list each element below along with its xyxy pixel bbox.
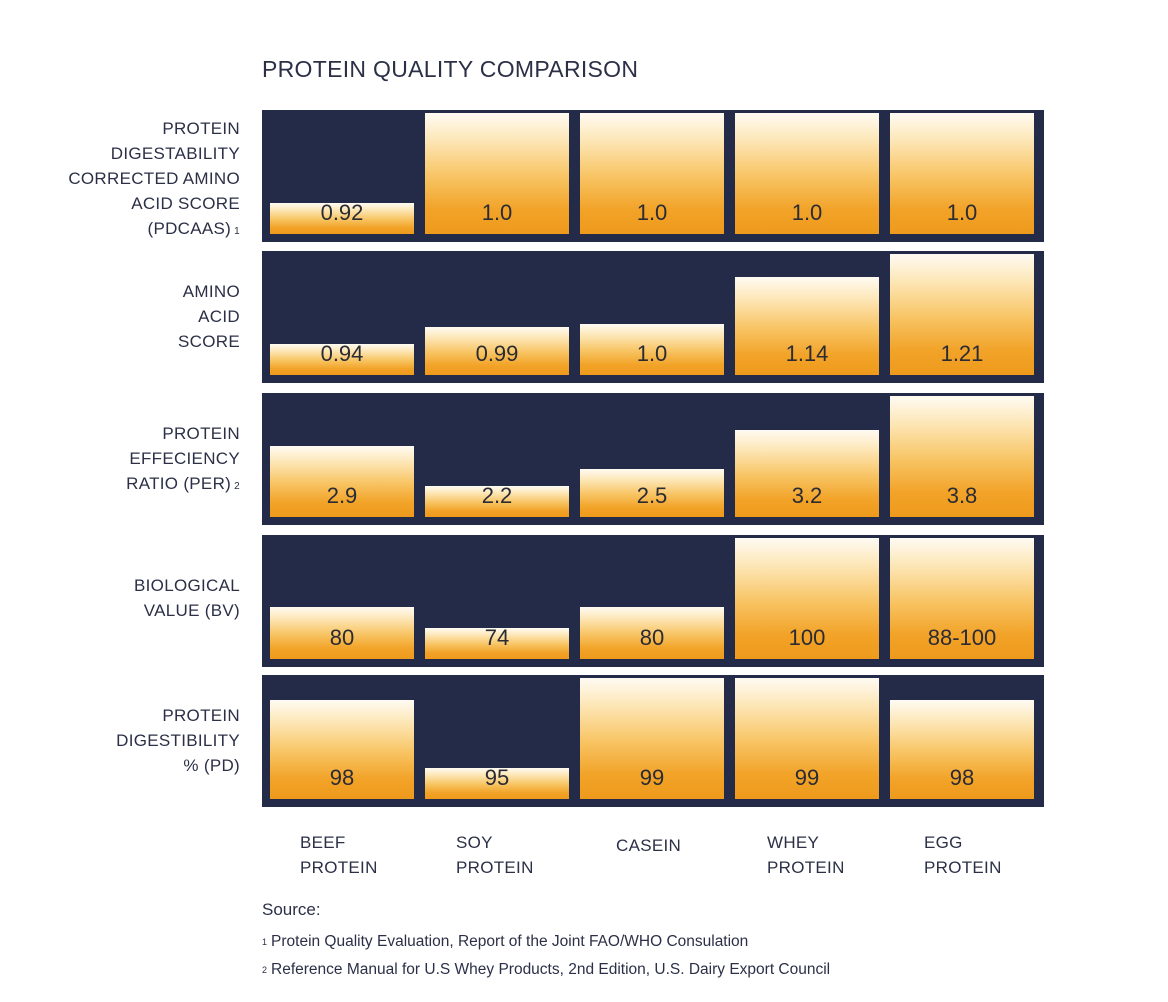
category-label: CASEIN — [616, 833, 681, 858]
bar-0-0: 0.92 — [270, 200, 414, 234]
row-label-line: % (PD) — [183, 755, 240, 775]
row-label-line: ACID — [198, 306, 240, 326]
bar-value-label: 98 — [949, 765, 975, 790]
footnote-marker: 2 — [234, 480, 240, 492]
source-note-text: Reference Manual for U.S Whey Products, … — [271, 961, 831, 978]
bar-2-4: 3.8 — [890, 396, 1034, 517]
bar-value-label: 2.5 — [636, 483, 668, 508]
category-label-line: PROTEIN — [767, 858, 845, 877]
category-label: SOY PROTEIN — [456, 830, 534, 880]
bar-value-label: 3.2 — [791, 483, 823, 508]
bar-0-3: 1.0 — [735, 113, 879, 234]
category-label-line: WHEY — [767, 833, 820, 852]
source-note-1: 1 Protein Quality Evaluation, Report of t… — [262, 928, 830, 956]
row-label-line: AMINO — [182, 281, 240, 301]
bar-0-2: 1.0 — [580, 113, 724, 234]
row-label: BIOLOGICAL VALUE (BV) — [20, 573, 240, 623]
source-note-2: 2 Reference Manual for U.S Whey Products,… — [262, 956, 830, 984]
footnote-marker: 2 — [262, 965, 268, 975]
row-label-line: (PDCAAS) 1 — [147, 218, 240, 238]
bar-4-4: 98 — [890, 700, 1034, 799]
bar-value-label: 1.0 — [636, 200, 668, 225]
source-note-text: Protein Quality Evaluation, Report of th… — [271, 933, 749, 950]
bar-value-label: 99 — [794, 765, 820, 790]
row-label: AMINO ACID SCORE — [20, 279, 240, 354]
bar-4-1: 95 — [425, 765, 569, 799]
row-label-line: DIGESTIBILITY — [116, 730, 240, 750]
row-label-line: VALUE (BV) — [143, 601, 240, 620]
bar-2-3: 3.2 — [735, 430, 879, 517]
row-label-line: EFFECIENCY — [129, 448, 240, 468]
bar-value-label: 1.0 — [791, 200, 823, 225]
chart-title: PROTEIN QUALITY COMPARISON — [262, 56, 639, 82]
row-label-line: BIOLOGICAL — [134, 576, 240, 595]
bar-value-label: 0.92 — [320, 200, 364, 225]
bar-1-1: 0.99 — [425, 327, 569, 375]
bar-value-label: 1.0 — [636, 341, 668, 366]
bar-value-label: 2.2 — [481, 483, 513, 508]
footnote-marker: 1 — [262, 937, 268, 947]
category-label-line: CASEIN — [616, 836, 682, 855]
row-label-line: PROTEIN — [162, 423, 240, 443]
row-label-line: SCORE — [178, 331, 240, 351]
source-block: Source: 1 Protein Quality Evaluation, Rep… — [262, 900, 830, 984]
category-label: BEEF PROTEIN — [300, 830, 378, 880]
bar-1-4: 1.21 — [890, 254, 1034, 375]
bar-value-label: 95 — [484, 765, 510, 790]
bar-value-label: 3.8 — [946, 483, 978, 508]
bar-value-label: 0.99 — [475, 341, 519, 366]
bar-4-0: 98 — [270, 700, 414, 799]
bar-3-2: 80 — [580, 607, 724, 659]
bar-0-1: 1.0 — [425, 113, 569, 234]
category-label-line: PROTEIN — [924, 858, 1002, 877]
bar-3-4: 88-100 — [890, 538, 1034, 659]
bar-value-label: 99 — [639, 765, 665, 790]
bar-value-label: 1.21 — [940, 341, 984, 366]
bar-value-label: 80 — [329, 625, 355, 650]
category-label-line: SOY — [456, 833, 493, 852]
bar-value-label: 1.14 — [785, 341, 829, 366]
bar-4-3: 99 — [735, 678, 879, 799]
row-label-line: DIGESTABILITY — [110, 143, 240, 163]
bar-4-2: 99 — [580, 678, 724, 799]
bar-value-label: 74 — [484, 625, 510, 650]
row-label-line: CORRECTED AMINO — [68, 168, 240, 188]
bar-2-1: 2.2 — [425, 483, 569, 517]
bar-value-label: 98 — [329, 765, 355, 790]
row-label-line: PROTEIN — [162, 705, 240, 725]
bar-1-0: 0.94 — [270, 341, 414, 375]
category-label: EGG PROTEIN — [924, 830, 1002, 880]
row-label-line: RATIO (PER) 2 — [126, 473, 240, 493]
bar-3-3: 100 — [735, 538, 879, 659]
row-label: PROTEIN DIGESTABILITY CORRECTED AMINO ACID … — [20, 116, 240, 244]
footnote-marker: 1 — [234, 225, 240, 237]
bar-value-label: 1.0 — [481, 200, 513, 225]
category-label-line: EGG — [924, 833, 963, 852]
row-label: PROTEIN DIGESTIBILITY % (PD) — [20, 703, 240, 778]
bar-3-0: 80 — [270, 607, 414, 659]
bar-2-0: 2.9 — [270, 446, 414, 517]
bar-value-label: 2.9 — [326, 483, 358, 508]
row-label: PROTEIN EFFECIENCY RATIO (PER) 2 — [20, 421, 240, 499]
row-label-line: PROTEIN — [162, 118, 240, 138]
source-heading: Source: — [262, 900, 321, 919]
bar-value-label: 88-100 — [927, 625, 997, 650]
category-label-line: BEEF — [300, 833, 346, 852]
bar-value-label: 100 — [788, 625, 826, 650]
bar-value-label: 0.94 — [320, 341, 364, 366]
category-label-line: PROTEIN — [456, 858, 534, 877]
bar-1-2: 1.0 — [580, 324, 724, 375]
bar-0-4: 1.0 — [890, 113, 1034, 234]
row-label-line: ACID SCORE — [131, 193, 240, 213]
bar-1-3: 1.14 — [735, 277, 879, 375]
bar-2-2: 2.5 — [580, 469, 724, 517]
category-label: WHEY PROTEIN — [767, 830, 845, 880]
bar-3-1: 74 — [425, 625, 569, 659]
bar-value-label: 80 — [639, 625, 665, 650]
bar-value-label: 1.0 — [946, 200, 978, 225]
category-label-line: PROTEIN — [300, 858, 378, 877]
